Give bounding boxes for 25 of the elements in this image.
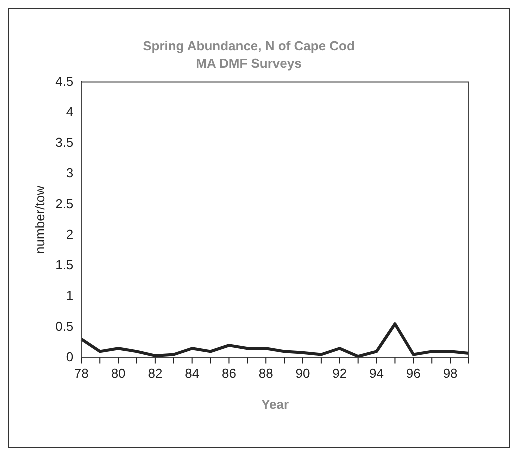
chart-title: Spring Abundance, N of Cape Cod — [143, 38, 355, 54]
y-tick-label: 2 — [66, 226, 74, 242]
x-tick-label: 90 — [296, 366, 310, 382]
y-tick-label: 4.5 — [56, 74, 74, 89]
x-tick-label: 96 — [406, 366, 421, 382]
y-tick-label: 0 — [66, 349, 74, 364]
y-tick-label: 1 — [66, 288, 74, 304]
x-tick-label: 88 — [258, 366, 274, 382]
x-tick-label: 78 — [74, 366, 89, 382]
y-tick-label: 4 — [66, 104, 74, 120]
x-tick-label: 94 — [370, 366, 384, 382]
y-tick-label: 3 — [66, 166, 74, 181]
y-tick-label: 1.5 — [56, 258, 74, 273]
x-axis-title: Year — [262, 396, 290, 412]
y-tick-label: 3.5 — [56, 135, 74, 150]
y-tick-label: 2.5 — [56, 196, 74, 212]
x-tick-label: 82 — [148, 366, 163, 382]
y-axis-title: number/tow — [32, 185, 48, 254]
y-tick-label: 0.5 — [56, 318, 74, 334]
chart-subtitle: MA DMF Surveys — [196, 56, 302, 71]
x-tick-label: 98 — [443, 366, 458, 382]
x-tick-label: 80 — [111, 366, 126, 382]
x-tick-label: 86 — [222, 366, 236, 382]
x-tick-label: 92 — [332, 366, 348, 382]
x-tick-label: 84 — [185, 366, 200, 382]
